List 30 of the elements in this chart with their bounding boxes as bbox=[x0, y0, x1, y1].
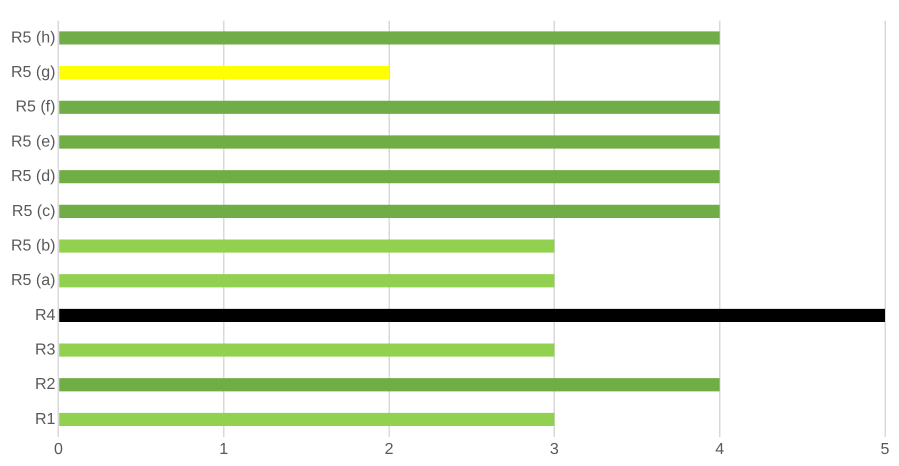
bar bbox=[59, 135, 720, 149]
y-tick-label: R5 (b) bbox=[11, 237, 56, 254]
y-tick-label: R5 (d) bbox=[11, 168, 56, 186]
y-tick-label: R5 (g) bbox=[11, 64, 56, 82]
bar bbox=[59, 344, 554, 357]
bar bbox=[59, 204, 720, 218]
bar bbox=[59, 378, 720, 392]
bar bbox=[59, 412, 554, 426]
bar bbox=[59, 274, 554, 288]
x-tick-label: 4 bbox=[715, 440, 724, 458]
bar bbox=[59, 170, 720, 184]
y-tick-label: R5 (c) bbox=[12, 202, 56, 220]
y-tick-label: R3 bbox=[35, 342, 56, 358]
x-tick-label: 2 bbox=[384, 440, 394, 458]
x-tick-label: 5 bbox=[880, 440, 890, 458]
x-tick-label: 0 bbox=[54, 440, 63, 458]
y-tick-label: R5 (e) bbox=[11, 133, 56, 150]
y-tick-label: R4 bbox=[35, 306, 56, 324]
bar bbox=[59, 100, 720, 114]
bar bbox=[59, 66, 390, 80]
bar bbox=[59, 31, 720, 45]
x-tick-label: 3 bbox=[550, 440, 559, 458]
y-tick-label: R5 (f) bbox=[15, 98, 56, 116]
y-tick-label: R2 bbox=[35, 376, 56, 394]
bar bbox=[59, 239, 554, 253]
bar bbox=[59, 308, 885, 322]
y-tick-label: R5 (a) bbox=[11, 272, 56, 290]
y-tick-label: R5 (h) bbox=[11, 29, 56, 46]
x-tick-label: 1 bbox=[219, 440, 228, 458]
y-tick-label: R1 bbox=[35, 410, 56, 428]
